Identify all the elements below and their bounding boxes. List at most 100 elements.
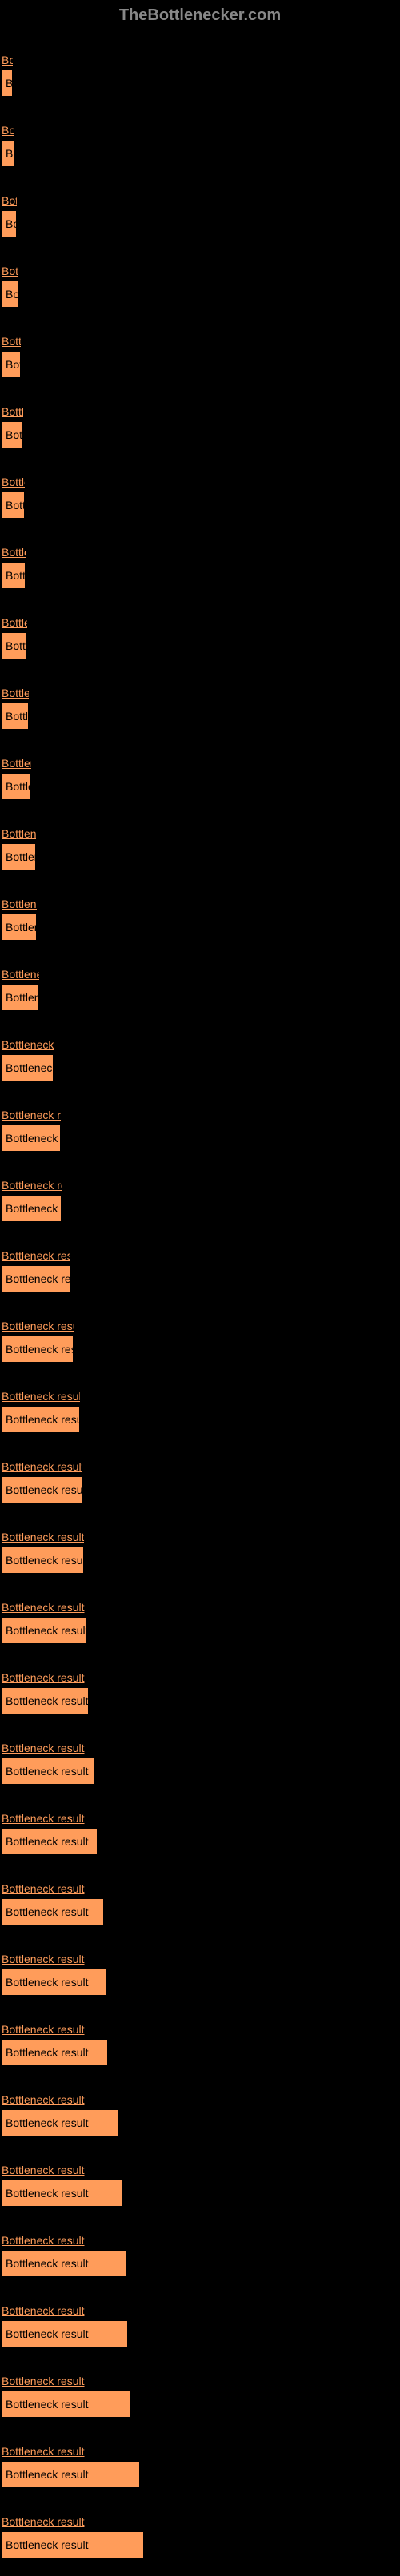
bar-link[interactable]: Bottleneck result <box>2 54 13 66</box>
bar-label: Bottleneck result <box>6 1272 70 1285</box>
header: TheBottlenecker.com <box>0 0 400 28</box>
bar-link[interactable]: Bottleneck result <box>2 405 23 418</box>
bar-link[interactable]: Bottleneck result <box>2 546 26 559</box>
bar-label: Bottleneck result <box>6 1624 86 1637</box>
bar-link[interactable]: Bottleneck result <box>2 1109 61 1121</box>
bar-label: Bottleneck result <box>6 499 25 512</box>
bar-link[interactable]: Bottleneck result <box>2 1671 89 1684</box>
bar-link[interactable]: Bottleneck result <box>2 1179 62 1192</box>
bar-label: Bottleneck result <box>6 2116 89 2129</box>
bar-row: Bottleneck result Bottleneck result <box>2 520 398 591</box>
bar-row: Bottleneck resultBottleneck result <box>2 1083 398 1153</box>
bar-link[interactable]: Bottleneck result <box>2 124 14 137</box>
bar-link[interactable]: Bottleneck result <box>2 194 17 207</box>
bar-link[interactable]: Bottleneck result <box>2 2515 144 2528</box>
bar: Bottleneck result <box>2 492 25 519</box>
bar: Bottleneck result <box>2 2391 130 2418</box>
bar-link[interactable]: Bottleneck result <box>2 1038 54 1051</box>
bar-link[interactable]: Bottleneck result <box>2 1390 80 1403</box>
bar-row: Bottleneck result Bottleneck result <box>2 2419 398 2490</box>
bar: Bottleneck result <box>2 2531 144 2558</box>
bar-link[interactable]: Bottleneck result <box>2 2375 130 2387</box>
bar-row: Bottleneck result Bottleneck result <box>2 1435 398 1505</box>
bar-link[interactable]: Bottleneck result <box>2 616 27 629</box>
bar-link[interactable]: Bottleneck result <box>2 1953 106 1965</box>
bar: Bottleneck result <box>2 2109 119 2136</box>
bar-row: Bottleneck resultBottleneck result <box>2 1716 398 1786</box>
bar-label: Bottleneck result <box>6 217 17 230</box>
bar-label: Bottleneck result <box>6 1343 74 1356</box>
bar-label: Bottleneck result <box>6 1976 89 1989</box>
bar: Bottleneck result <box>2 984 39 1011</box>
bar-link[interactable]: Bottleneck result <box>2 2234 127 2247</box>
bar: Bottleneck result <box>2 210 17 237</box>
bar-label: Bottleneck result <box>6 2398 89 2411</box>
bar-link[interactable]: Bottleneck result <box>2 2093 119 2106</box>
bar: Bottleneck result <box>2 1828 98 1855</box>
bar-row: Bottleneck resultBottleneck result <box>2 2208 398 2279</box>
bar-row: Bottleneck result Bottleneck result <box>2 309 398 380</box>
bar-link[interactable]: Bottleneck result <box>2 1882 104 1895</box>
bar-row: Bottleneck resultBottleneck result <box>2 802 398 872</box>
bar-link[interactable]: Bottleneck result <box>2 476 25 488</box>
bar-row: Bottleneck result Bottleneck result <box>2 450 398 520</box>
bar-link[interactable]: Bottleneck result <box>2 2304 128 2317</box>
bar-row: Bottleneck result Bottleneck result <box>2 731 398 802</box>
bar-chart: Bottleneck result Bottleneck result Bottle… <box>0 28 400 2576</box>
bar-link[interactable]: Bottleneck result <box>2 1460 82 1473</box>
bar-link[interactable]: Bottleneck result <box>2 968 39 981</box>
bar-link[interactable]: Bottleneck result <box>2 2445 140 2458</box>
bar-link[interactable]: Bottleneck result <box>2 1812 98 1825</box>
bar: Bottleneck result <box>2 1898 104 1925</box>
bar-label: Bottleneck result <box>6 288 18 301</box>
bar-label: Bottleneck result <box>6 991 39 1004</box>
bar-row: Bottleneck result Bottleneck result <box>2 1013 398 1083</box>
bar: Bottleneck result <box>2 562 26 589</box>
bar-row: Bottleneck result Bottleneck result <box>2 169 398 239</box>
bar-row: Bottleneck result Bottleneck result <box>2 2279 398 2349</box>
bar-link[interactable]: Bottleneck result <box>2 2164 122 2176</box>
bar-row: Bottleneck result Bottleneck result <box>2 872 398 942</box>
bar-link[interactable]: Bottleneck result <box>2 827 36 840</box>
bar-label: Bottleneck result <box>6 2468 89 2481</box>
bar: Bottleneck result <box>2 1547 84 1574</box>
bar-link[interactable]: Bottleneck result <box>2 898 37 910</box>
bar-row: Bottleneck resultBottleneck result <box>2 98 398 169</box>
bar-row: Bottleneck result Bottleneck result <box>2 1927 398 1997</box>
bar-row: Bottleneck result Bottleneck result <box>2 239 398 309</box>
bar-link[interactable]: Bottleneck result <box>2 335 21 348</box>
bar: Bottleneck result <box>2 2320 128 2347</box>
bar-label: Bottleneck result <box>6 1694 89 1707</box>
bar-label: Bottleneck result <box>6 2538 89 2551</box>
bar-row: Bottleneck result Bottleneck result <box>2 1224 398 1294</box>
bar-row: Bottleneck result Bottleneck result <box>2 1646 398 1716</box>
bar-row: Bottleneck resultBottleneck result <box>2 380 398 450</box>
bar-row: Bottleneck result Bottleneck result <box>2 2490 398 2560</box>
bar-label: Bottleneck result <box>6 358 21 371</box>
bar-label: Bottleneck result <box>6 1905 89 1918</box>
bar-link[interactable]: Bottleneck result <box>2 757 31 770</box>
bar-row: Bottleneck result Bottleneck result <box>2 1786 398 1857</box>
bar: Bottleneck result <box>2 914 37 941</box>
bar-link[interactable]: Bottleneck result <box>2 1249 70 1262</box>
bar-label: Bottleneck result <box>6 569 26 582</box>
bar: Bottleneck result <box>2 1687 89 1714</box>
bar-row: Bottleneck resultBottleneck result <box>2 1997 398 2068</box>
bar-link[interactable]: Bottleneck result <box>2 1742 95 1754</box>
bar: Bottleneck result <box>2 703 29 730</box>
bar-label: Bottleneck result <box>6 1483 82 1496</box>
bar-link[interactable]: Bottleneck result <box>2 1601 86 1614</box>
bar: Bottleneck result <box>2 1265 70 1292</box>
bar-label: Bottleneck result <box>6 77 13 90</box>
bar: Bottleneck result <box>2 1617 86 1644</box>
bar-label: Bottleneck result <box>6 780 31 793</box>
bar-link[interactable]: Bottleneck result <box>2 1531 84 1543</box>
bar-label: Bottleneck result <box>6 1061 54 1074</box>
bar-link[interactable]: Bottleneck result <box>2 1320 74 1332</box>
bar-row: Bottleneck result Bottleneck result <box>2 2349 398 2419</box>
bar-row: Bottleneck result Bottleneck result <box>2 942 398 1013</box>
bar-link[interactable]: Bottleneck result <box>2 687 29 699</box>
bar-link[interactable]: Bottleneck result <box>2 265 18 277</box>
bar: Bottleneck result <box>2 2180 122 2207</box>
bar-link[interactable]: Bottleneck result <box>2 2023 108 2036</box>
